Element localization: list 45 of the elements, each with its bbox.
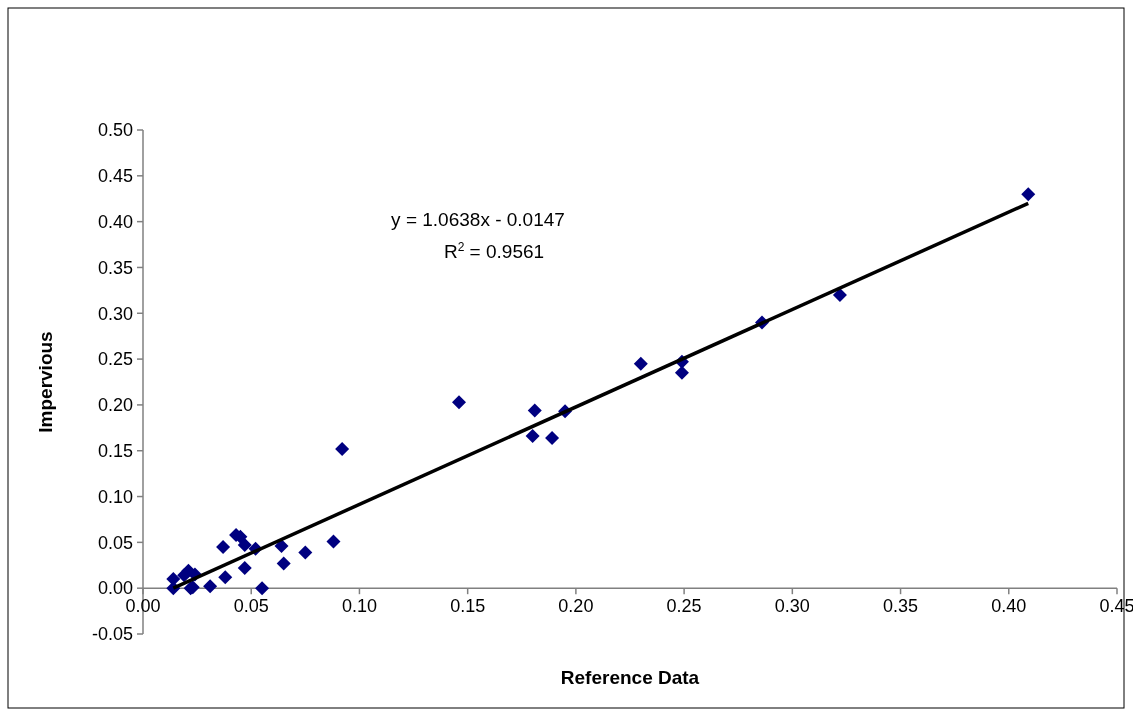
point xyxy=(335,441,350,456)
point xyxy=(832,287,847,302)
point xyxy=(218,570,233,585)
y-tick-label: 0.00 xyxy=(97,578,133,599)
point xyxy=(326,534,341,549)
x-tick-label: 0.45 xyxy=(1099,596,1133,617)
y-tick-label: 0.50 xyxy=(97,120,133,141)
y-tick-label: -0.05 xyxy=(91,624,133,645)
x-tick-label: 0.35 xyxy=(883,596,919,617)
y-axis-title: Impervious xyxy=(35,331,56,433)
point xyxy=(545,430,560,445)
y-tick-label: 0.40 xyxy=(97,211,133,232)
annotation: R$^{2}$ = 0.9561 xyxy=(443,240,545,262)
point xyxy=(525,429,540,444)
point xyxy=(527,403,542,418)
point xyxy=(274,539,289,554)
point xyxy=(237,538,252,553)
point xyxy=(298,545,313,560)
point xyxy=(237,561,252,576)
point xyxy=(255,581,270,596)
y-tick-label: 0.25 xyxy=(97,349,133,370)
point xyxy=(452,395,467,410)
x-tick-label: 0.00 xyxy=(125,596,161,617)
annotation: y = 1.0638x - 0.0147 xyxy=(391,209,565,230)
point xyxy=(1021,187,1036,202)
y-tick-label: 0.45 xyxy=(97,166,133,187)
point xyxy=(633,356,648,371)
x-tick-label: 0.40 xyxy=(991,596,1027,617)
y-tick-label: 0.30 xyxy=(97,303,133,324)
x-tick-label: 0.20 xyxy=(558,596,594,617)
x-tick-label: 0.05 xyxy=(233,596,269,617)
y-tick-label: 0.10 xyxy=(97,486,133,507)
x-tick-label: 0.10 xyxy=(341,596,377,617)
y-tick-label: 0.15 xyxy=(97,441,133,462)
point xyxy=(276,556,291,571)
y-tick-label: 0.05 xyxy=(97,532,133,553)
x-tick-label: 0.30 xyxy=(774,596,810,617)
x-axis-title: Reference Data xyxy=(560,667,700,688)
point xyxy=(216,539,231,554)
point xyxy=(203,579,218,594)
y-tick-label: 0.35 xyxy=(97,257,133,278)
x-tick-label: 0.15 xyxy=(450,596,486,617)
y-tick-label: 0.20 xyxy=(97,395,133,416)
x-tick-label: 0.25 xyxy=(666,596,702,617)
point xyxy=(674,365,689,380)
